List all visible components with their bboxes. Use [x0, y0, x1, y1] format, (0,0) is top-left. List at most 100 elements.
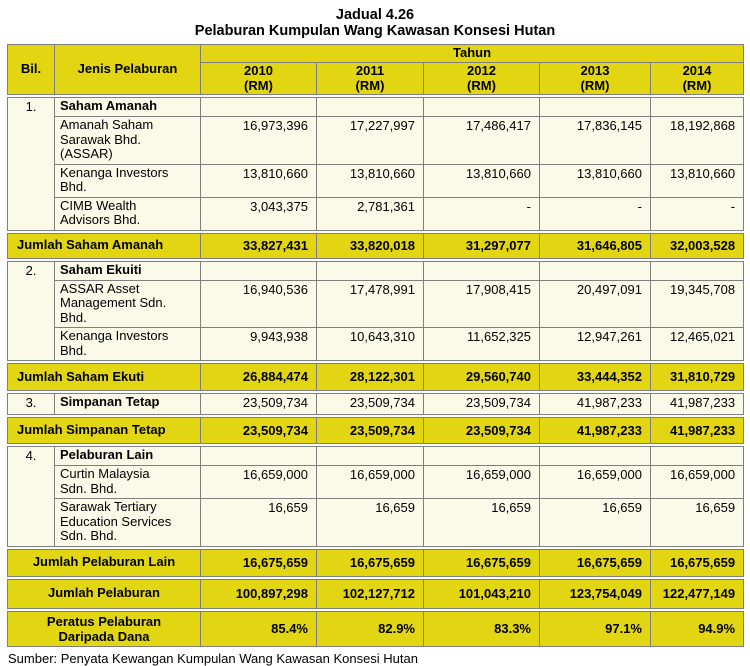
col-header-2010: 2010 (RM) — [200, 62, 317, 95]
value-cell: 13,810,660 — [316, 163, 424, 198]
row-label: Kenanga Investors Bhd. — [54, 327, 201, 361]
value-cell: 31,646,805 — [539, 232, 651, 259]
value-cell: 16,659 — [316, 498, 424, 547]
header-row-years: 2010 (RM) 2011 (RM) 2012 (RM) 2013 (RM) 2014… — [8, 62, 745, 95]
value-cell: 23,509,734 — [200, 393, 317, 415]
value-cell: 10,643,310 — [316, 327, 424, 361]
row-label: Sarawak Tertiary Education Services Sdn.… — [54, 498, 201, 547]
value-cell: 13,810,660 — [423, 163, 540, 198]
value-cell: 100,897,298 — [200, 578, 317, 609]
row-label: CIMB Wealth Advisors Bhd. — [54, 196, 201, 231]
value-cell — [423, 260, 540, 281]
value-cell: 20,497,091 — [539, 279, 651, 328]
value-cell: 17,478,991 — [316, 279, 424, 328]
unit-label: (RM) — [244, 77, 273, 93]
col-header-bil: Bil. — [7, 44, 55, 95]
value-cell: 16,675,659 — [200, 548, 317, 577]
value-cell: 16,659,000 — [316, 465, 424, 499]
jumlah-label: Jumlah Saham Amanah — [7, 232, 201, 259]
value-cell — [423, 446, 540, 466]
table-row: CIMB Wealth Advisors Bhd. 3,043,375 2,78… — [8, 196, 745, 231]
col-header-jenis: Jenis Pelaburan — [54, 44, 201, 95]
value-cell: 16,659 — [539, 498, 651, 547]
year-label: 2011 — [355, 63, 385, 78]
bil-number: 1. — [7, 97, 55, 231]
row-jumlah-saham-ekuti: Jumlah Saham Ekuti 26,884,474 28,122,301… — [7, 363, 745, 391]
value-cell — [200, 260, 317, 281]
row-jumlah-simpanan-tetap: Jumlah Simpanan Tetap 23,509,734 23,509,… — [7, 417, 745, 444]
value-cell — [423, 97, 540, 117]
value-cell: 16,675,659 — [649, 548, 745, 577]
value-cell — [539, 97, 651, 117]
year-label: 2010 — [244, 63, 273, 78]
value-cell: 16,675,659 — [539, 548, 651, 577]
value-cell: 122,477,149 — [649, 578, 745, 609]
row-section2-header: 2. Saham Ekuiti — [7, 260, 745, 361]
table-number: Jadual 4.26 — [335, 7, 415, 23]
value-cell: 23,509,734 — [200, 417, 317, 444]
unit-label: (RM) — [682, 77, 712, 93]
value-cell: 41,987,233 — [649, 417, 745, 444]
table-row: Curtin Malaysia Sdn. Bhd. 16,659,000 16,… — [8, 465, 745, 499]
section-title: Pelaburan Lain — [54, 446, 201, 466]
value-cell: 31,810,729 — [649, 363, 745, 391]
value-cell: 2,781,361 — [316, 196, 424, 231]
table-title: Jadual 4.26 Pelaburan Kumpulan Wang Kawa… — [0, 0, 750, 39]
value-cell: 82.9% — [316, 610, 424, 647]
row-label: Kenanga Investors Bhd. — [54, 163, 201, 198]
value-cell: 31,297,077 — [423, 232, 540, 259]
row-label: ASSAR Asset Management Sdn. Bhd. — [54, 279, 201, 328]
investment-table: Bil. Jenis Pelaburan Tahun 2010 (RM) 2011… — [7, 44, 745, 647]
value-cell: 12,947,261 — [539, 327, 651, 361]
value-cell — [200, 446, 317, 466]
value-cell — [649, 97, 745, 117]
col-header-2011: 2011 (RM) — [316, 62, 424, 95]
value-cell — [316, 97, 424, 117]
value-cell: 32,003,528 — [649, 232, 745, 259]
value-cell: 23,509,734 — [316, 417, 424, 444]
row-section4-header: 4. Pelaburan Lain — [7, 446, 745, 547]
jumlah-label: Jumlah Pelaburan Lain — [7, 548, 201, 577]
value-cell: 12,465,021 — [649, 327, 745, 361]
value-cell: 16,659 — [200, 498, 317, 547]
unit-label: (RM) — [580, 77, 610, 93]
value-cell: 11,652,325 — [423, 327, 540, 361]
bil-number: 3. — [7, 393, 55, 415]
section-title: Saham Ekuiti — [54, 260, 201, 281]
bil-number: 2. — [7, 260, 55, 361]
page-title: Pelaburan Kumpulan Wang Kawasan Konsesi … — [194, 23, 556, 39]
value-cell: 16,659 — [649, 498, 745, 547]
col-header-2013: 2013 (RM) — [539, 62, 651, 95]
percent-label-text: Peratus Pelaburan Daripada Dana — [46, 613, 162, 644]
year-label: 2012 — [467, 63, 496, 78]
col-header-2012: 2012 (RM) — [423, 62, 540, 95]
value-cell: 41,987,233 — [539, 417, 651, 444]
value-cell — [539, 446, 651, 466]
col-header-2014: 2014 (RM) — [649, 62, 745, 95]
value-cell: - — [539, 196, 651, 231]
value-cell: 13,810,660 — [649, 163, 745, 198]
value-cell: 23,509,734 — [423, 417, 540, 444]
value-cell — [200, 97, 317, 117]
value-cell: 94.9% — [649, 610, 745, 647]
jumlah-label: Jumlah Pelaburan — [7, 578, 201, 609]
value-cell: 16,973,396 — [200, 116, 317, 165]
value-cell: 16,940,536 — [200, 279, 317, 328]
value-cell: 23,509,734 — [423, 393, 540, 415]
value-cell: 85.4% — [200, 610, 317, 647]
value-cell: 17,486,417 — [423, 116, 540, 165]
source-note: Sumber: Penyata Kewangan Kumpulan Wang K… — [8, 650, 418, 666]
value-cell: 16,659,000 — [200, 465, 317, 499]
value-cell: 16,659,000 — [539, 465, 651, 499]
value-cell: 97.1% — [539, 610, 651, 647]
header-row-tahun: Bil. Jenis Pelaburan Tahun — [7, 44, 745, 95]
value-cell: 3,043,375 — [200, 196, 317, 231]
value-cell: 33,827,431 — [200, 232, 317, 259]
value-cell — [316, 260, 424, 281]
table-row: Kenanga Investors Bhd. 9,943,938 10,643,… — [8, 327, 745, 361]
value-cell: 16,659 — [423, 498, 540, 547]
year-label: 2013 — [580, 63, 610, 78]
unit-label: (RM) — [355, 77, 385, 93]
value-cell: 17,836,145 — [539, 116, 651, 165]
value-cell: 28,122,301 — [316, 363, 424, 391]
